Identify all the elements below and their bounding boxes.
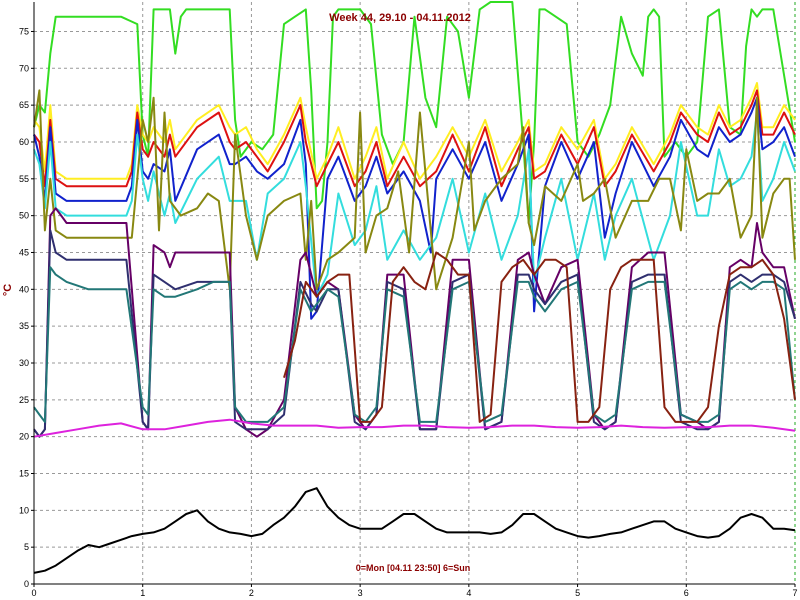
x-tick-label: 4 (466, 588, 471, 598)
x-tick-label: 5 (575, 588, 580, 598)
x-tick-label: 2 (249, 588, 254, 598)
y-tick-label: 65 (19, 100, 29, 110)
y-tick-label: 20 (19, 432, 29, 442)
y-tick-label: 70 (19, 63, 29, 73)
y-tick-label: 30 (19, 358, 29, 368)
x-tick-label: 0 (31, 588, 36, 598)
series-line-5 (33, 111, 796, 298)
series-line-11 (33, 418, 796, 438)
y-tick-label: 35 (19, 321, 29, 331)
series-line-12 (33, 487, 796, 574)
chart-title: Week 44, 29.10 - 04.11.2012 (329, 12, 471, 24)
y-tick-label: 45 (19, 247, 29, 257)
y-tick-label: 25 (19, 395, 29, 405)
series-group (33, 1, 796, 574)
x-tick-label: 6 (684, 588, 689, 598)
y-tick-label: 50 (19, 211, 29, 221)
y-tick-label: 15 (19, 468, 29, 478)
y-tick-label: 10 (19, 505, 29, 515)
y-tick-label: 0 (24, 579, 29, 589)
x-tick-label: 3 (358, 588, 363, 598)
y-tick-label: 60 (19, 137, 29, 147)
y-axis-label: °C (2, 284, 14, 296)
x-tick-label: 7 (792, 588, 797, 598)
series-line-2 (33, 82, 796, 180)
y-tick-label: 55 (19, 174, 29, 184)
series-line-10 (283, 251, 796, 423)
series-line-9 (33, 266, 796, 423)
y-tick-label: 75 (19, 26, 29, 36)
chart-annotation: 0=Mon [04.11 23:50] 6=Sun (356, 563, 471, 573)
series-line-6 (33, 89, 796, 291)
axes (31, 2, 796, 587)
x-tick-label: 1 (140, 588, 145, 598)
series-line-1 (33, 1, 796, 224)
y-tick-label: 5 (24, 542, 29, 552)
y-tick-label: 40 (19, 284, 29, 294)
